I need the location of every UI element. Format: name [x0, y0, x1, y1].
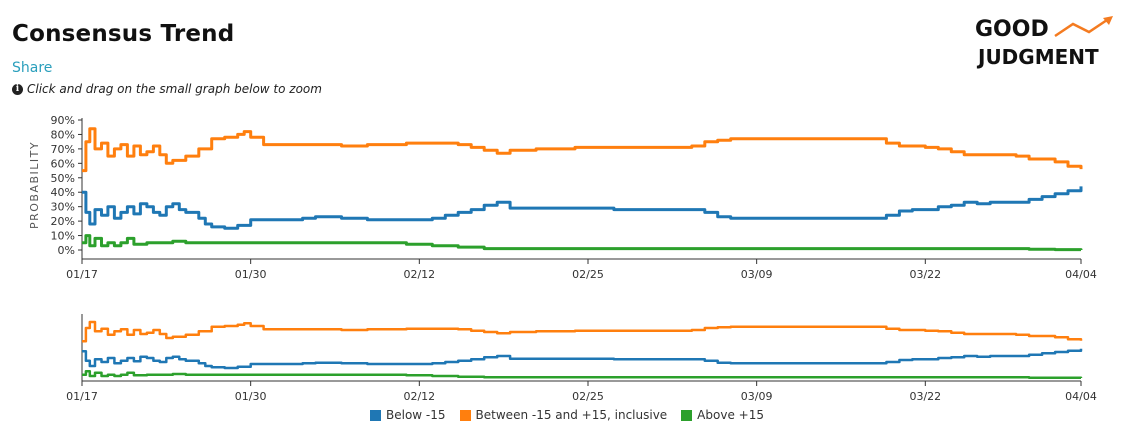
info-icon: i — [12, 83, 23, 95]
main-series-below-line — [82, 186, 1083, 230]
nav-x-tick-label: 01/17 — [66, 390, 98, 403]
logo-arrow-head-icon — [1103, 16, 1113, 25]
main-x-tick-label: 03/09 — [741, 268, 773, 281]
main-chart-y-ticks: 0%10% 20%30% 40%50% 60%70% 80%90% — [51, 114, 82, 257]
legend-swatch-below — [370, 409, 382, 421]
legend-label-below: Below -15 — [386, 408, 446, 422]
main-x-tick-label: 03/22 — [909, 268, 941, 281]
main-series-between-line — [82, 127, 1083, 173]
legend-swatch-above — [681, 409, 693, 421]
y-tick-label: 40% — [51, 186, 75, 199]
y-axis-label: PROBABILITY — [28, 141, 41, 229]
logo-word-good: GOOD — [975, 17, 1049, 42]
main-series-above-line — [82, 234, 1083, 252]
main-chart-gridlines — [81, 118, 1081, 260]
y-tick-label: 50% — [51, 172, 75, 185]
nav-x-tick-label: 01/30 — [235, 390, 267, 403]
main-x-tick-label: 02/12 — [403, 268, 435, 281]
nav-x-tick-label: 02/12 — [403, 390, 435, 403]
legend-item-between[interactable]: Between -15 and +15, inclusive — [459, 408, 668, 422]
legend-swatch-between — [459, 409, 471, 421]
y-tick-label: 20% — [51, 215, 75, 228]
main-chart: 0%10% 20%30% 40%50% 60%70% 80%90% 01/17 01/30… — [28, 114, 1097, 281]
y-tick-label: 10% — [51, 230, 75, 243]
main-x-tick-label: 01/30 — [235, 268, 267, 281]
main-x-tick-label: 01/17 — [66, 268, 98, 281]
nav-series-below-line — [82, 348, 1083, 370]
zoom-hint: i Click and drag on the small graph belo… — [12, 82, 322, 96]
legend: Below -15 Between -15 and +15, inclusive… — [0, 408, 1134, 422]
main-x-tick-label: 04/04 — [1065, 268, 1097, 281]
main-x-tick-label: 02/25 — [572, 268, 604, 281]
legend-label-above: Above +15 — [697, 408, 764, 422]
logo-word-judgment: JUDGMENT — [976, 45, 1099, 69]
y-tick-label: 80% — [51, 128, 75, 141]
good-judgment-logo[interactable]: GOOD JUDGMENT — [975, 14, 1125, 72]
nav-series-above-line — [82, 370, 1083, 380]
main-chart-x-ticks: 01/17 01/30 02/12 02/25 03/09 03/22 04/04 — [66, 259, 1097, 281]
y-tick-label: 0% — [58, 244, 75, 257]
nav-x-tick-label: 03/09 — [741, 390, 773, 403]
y-tick-label: 30% — [51, 201, 75, 214]
share-link[interactable]: Share — [12, 60, 53, 76]
legend-item-above[interactable]: Above +15 — [681, 408, 764, 422]
nav-series-between-line — [82, 320, 1083, 343]
navigator-chart[interactable]: 01/17 01/30 02/12 02/25 03/09 03/22 04/04 — [0, 300, 1134, 405]
nav-x-tick-label: 04/04 — [1065, 390, 1097, 403]
main-chart-series — [82, 127, 1083, 252]
zoom-hint-text: Click and drag on the small graph below … — [27, 82, 322, 96]
legend-label-between: Between -15 and +15, inclusive — [475, 408, 668, 422]
nav-x-tick-label: 03/22 — [909, 390, 941, 403]
y-tick-label: 90% — [51, 114, 75, 127]
legend-item-below[interactable]: Below -15 — [370, 408, 446, 422]
y-tick-label: 70% — [51, 143, 75, 156]
page-title: Consensus Trend — [12, 21, 235, 47]
nav-x-tick-label: 02/25 — [572, 390, 604, 403]
y-tick-label: 60% — [51, 157, 75, 170]
nav-x-ticks: 01/17 01/30 02/12 02/25 03/09 03/22 04/04 — [66, 381, 1097, 403]
logo-trend-arrow-icon — [1054, 18, 1108, 38]
